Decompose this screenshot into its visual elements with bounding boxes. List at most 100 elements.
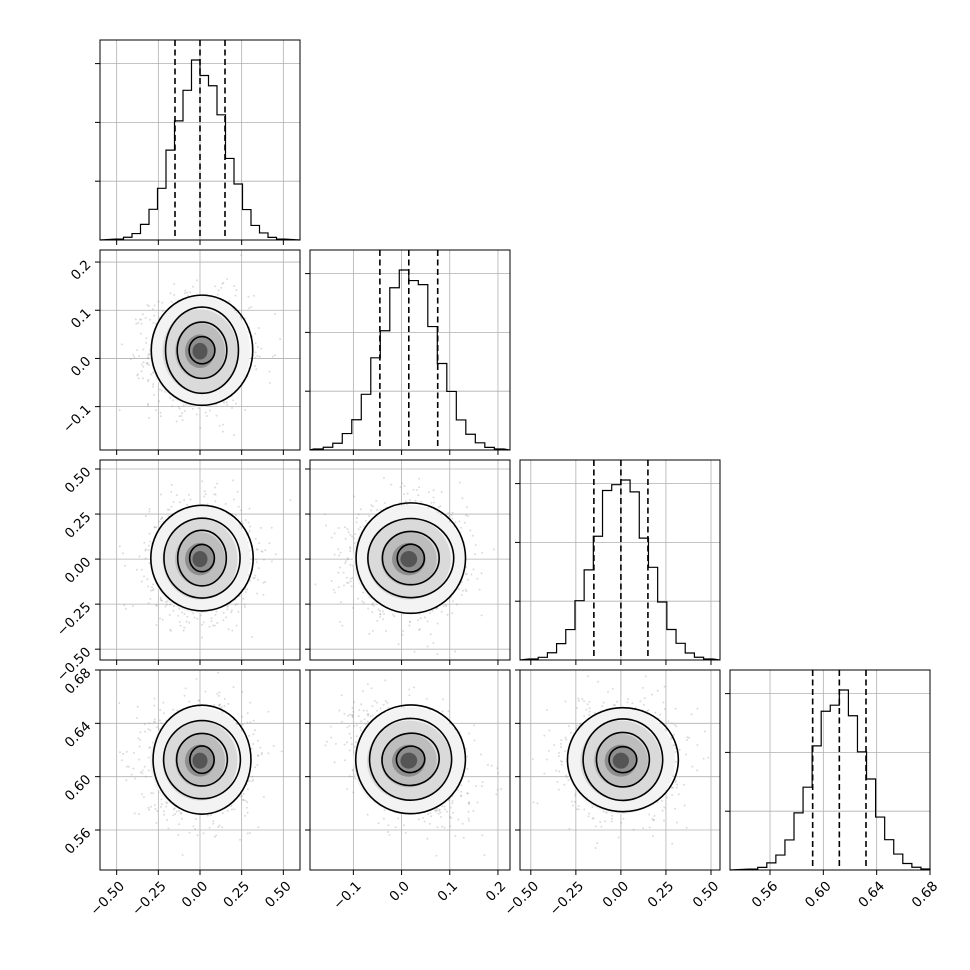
panel-2-1-sample [464,588,467,591]
panel-3-0-sample [142,796,145,798]
panel-1-0-sample [255,368,258,371]
panel-3-0-sample [215,834,218,837]
panel-1-0-sample [175,420,178,423]
panel-3-0-sample [262,795,265,798]
panel-1-0-sample [173,293,176,296]
panel-2-1-sample [456,603,458,606]
panel-2-0-sample [147,549,150,552]
panel-2-1-sample [353,495,356,498]
panel-2-1-sample [454,521,457,524]
panel-2-1-sample [359,526,362,529]
panel-1-0-sample [184,289,187,292]
panel-2-0-sample [254,574,257,577]
panel-2-0-sample [144,557,147,560]
panel-2-1-sample [447,512,450,515]
panel-1-0-sample [192,285,194,288]
panel-3-0-sample [160,798,163,801]
panel-1-0-sample [257,327,260,329]
panel-2-1-sample [337,586,340,588]
panel-2-0-sample [274,553,277,556]
panel-3-0-sample [149,729,152,732]
panel-1-0-sample [147,305,150,308]
panel-2-0-sample [177,614,180,617]
panel-2-1-sample [458,481,461,484]
panel-2-0-sample [189,498,192,501]
panel-1-0-sample [209,409,211,412]
panel-2-0-sample [203,495,206,498]
panel-2-0-sample [146,578,149,581]
panel-2-0-sample [170,483,173,486]
panel-2-0-sample [225,616,228,619]
panel-1-0-sample [254,342,257,345]
panel-2-1-sample [437,506,440,509]
panel-2-1-sample [364,519,367,522]
panel-2-0-sample [170,505,173,508]
panel-3-0-sample [246,832,249,835]
panel-1-0-sample [159,415,162,418]
panel-1-0-sample [146,404,149,407]
panel-2-1-sample [401,482,404,485]
panel-1-0-sample [154,409,157,412]
panel-2-0-sample [168,614,171,616]
panel-2-1-sample [379,616,382,618]
panel-1-0-sample [137,321,140,324]
panel-3-0-sample [180,817,183,820]
panel-2-0-sample [204,493,207,496]
panel-2-1-sample [399,486,402,489]
panel-2-0-sample [161,516,164,519]
panel-3-0-sample [147,769,150,772]
panel-1-0-contour-3 [150,294,254,407]
panel-2-0-sample [149,597,152,600]
panel-3-0-sample [136,705,139,708]
panel-2-0-sample [256,548,258,551]
panel-2-1-sample [417,619,420,622]
panel-1-0-sample [134,318,137,321]
panel-2-1-sample [371,603,374,606]
panel-3-0-sample [120,759,123,762]
panel-3-0-sample [213,835,216,838]
panel-2-1-sample [460,526,463,529]
panel-1-0-sample [140,363,143,366]
panel-1-0-sample [153,393,155,396]
panel-1-0-sample [137,377,140,380]
panel-3-0-sample [248,832,251,834]
panel-2-0-sample [153,526,156,529]
panel-1-0-sample [173,283,176,285]
panel-2-1-sample [415,489,418,491]
panel-2-1-sample [432,496,435,499]
panel-2-0-sample [149,540,152,543]
panel-2-1-sample [354,533,357,536]
panel-3-0-sample [208,826,211,829]
panel-2-1-sample [481,551,483,554]
panel-2-0-sample [222,612,225,614]
panel-1-0-sample [233,434,236,437]
panel-2-1-sample [445,605,448,607]
panel-2-1-sample [428,612,431,615]
panel-2-0-sample [231,629,234,632]
panel-2-0-sample [121,552,124,555]
panel-2-0-sample [182,629,185,632]
panel-3-0-sample [139,771,142,774]
panel-2-1-sample [372,602,375,605]
panel-2-1-sample [348,546,351,549]
panel-1-0-sample [169,396,172,399]
panel-2-1-sample [404,500,407,503]
panel-1-0-sample [178,415,181,418]
panel-3-0-sample [221,710,224,713]
panel-2-1-content [310,460,510,660]
panel-1-0-sample [216,293,219,296]
panel-2-0-sample [201,636,204,639]
panel-2-1-sample [375,499,378,502]
panel-2-0-sample [144,515,147,518]
panel-2-1-sample [402,630,405,632]
panel-1-0-sample [271,355,274,358]
panel-2-1-sample [472,568,475,571]
panel-2-0-sample [235,624,238,627]
panel-1-0-sample [145,362,148,365]
panel-2-1-sample [451,612,454,615]
panel-3-0-sample [188,831,191,834]
panel-1-0-sample [254,351,257,354]
panel-1-0-sample [147,403,149,405]
panel-3-0-sample [148,722,151,725]
panel-1-0-sample [133,356,136,359]
